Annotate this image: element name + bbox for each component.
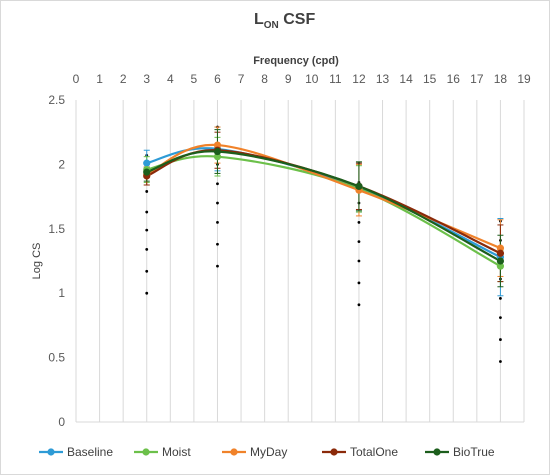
y-tick-label: 0.5 [48, 351, 65, 365]
dot-marker [145, 210, 149, 214]
x-tick-label: 6 [214, 72, 221, 86]
x-tick-label: 9 [285, 72, 292, 86]
dot-marker [499, 296, 502, 300]
x-axis-title: Frequency (cpd) [253, 55, 339, 67]
legend-label-totalone: TotalOne [350, 445, 398, 459]
x-tick-label: 14 [399, 72, 413, 86]
y-tick-labels: 0 0.5 1 1.5 2 2.5 [48, 93, 65, 429]
x-tick-label: 11 [329, 72, 342, 86]
dot-marker [216, 242, 219, 246]
dot-marker [145, 228, 149, 232]
series-points [143, 141, 505, 270]
data-point-biotrue [143, 168, 151, 176]
y-axis-title: Log CS [31, 243, 43, 280]
data-point-myday [496, 244, 505, 252]
grid [75, 100, 525, 423]
series-line-biotrue [146, 150, 501, 262]
dotted-markers [145, 125, 502, 363]
data-point-biotrue [355, 182, 363, 190]
dot-marker [357, 259, 361, 263]
x-tick-label: 3 [143, 72, 150, 86]
x-tick-label: 17 [470, 72, 484, 86]
legend: Baseline Moist MyDay TotalOne BioTrue [39, 445, 495, 459]
legend-marker-biotrue [433, 448, 441, 456]
dot-marker [499, 360, 502, 363]
data-point-baseline [143, 159, 151, 167]
x-tick-label: 5 [191, 72, 198, 86]
series-line-moist [146, 155, 501, 268]
dot-marker [499, 316, 502, 320]
y-tick-label: 1 [58, 286, 65, 300]
x-tick-label: 13 [376, 72, 390, 86]
dot-marker [145, 291, 149, 295]
x-tick-label: 0 [73, 72, 80, 86]
legend-marker-moist [142, 448, 150, 456]
y-tick-label: 2.5 [48, 93, 65, 107]
x-tick-label: 1 [96, 72, 103, 86]
y-tick-label: 2 [58, 157, 65, 171]
dot-marker [216, 182, 219, 186]
series-line-totalone [146, 149, 501, 255]
legend-label-baseline: Baseline [67, 445, 113, 459]
x-tick-labels: 0 1 2 3 4 5 6 7 8 9 10 11 12 13 14 15 16 17 18 19 [73, 72, 531, 86]
legend-marker-baseline [47, 448, 55, 456]
dot-marker [357, 303, 361, 307]
chart-title: LON CSF [254, 11, 315, 31]
legend-label-moist: Moist [162, 445, 191, 459]
series-lines [146, 143, 501, 268]
x-tick-label: 12 [352, 72, 366, 86]
x-tick-label: 8 [261, 72, 268, 86]
data-point-moist [496, 262, 505, 270]
dot-marker [357, 240, 361, 244]
legend-marker-myday [230, 448, 238, 456]
x-tick-label: 16 [447, 72, 461, 86]
dot-marker [216, 264, 219, 268]
x-tick-label: 19 [517, 72, 531, 86]
data-point-myday [213, 141, 222, 149]
legend-marker-totalone [330, 448, 338, 456]
dot-marker [145, 269, 149, 273]
dot-marker [357, 220, 361, 224]
data-point-biotrue [213, 147, 222, 156]
dot-marker [145, 190, 149, 193]
data-point-totalone [496, 249, 505, 257]
dot-marker [216, 220, 219, 224]
data-point-biotrue [496, 257, 505, 265]
dot-marker [357, 281, 361, 285]
x-tick-label: 18 [494, 72, 508, 86]
legend-label-biotrue: BioTrue [453, 445, 495, 459]
x-tick-label: 4 [167, 72, 174, 86]
x-tick-label: 10 [305, 72, 319, 86]
x-tick-label: 7 [238, 72, 245, 86]
y-tick-label: 0 [58, 415, 65, 429]
series-line-myday [146, 143, 501, 250]
x-tick-label: 2 [120, 72, 127, 86]
series-line-baseline [146, 147, 501, 259]
x-tick-label: 15 [423, 72, 437, 86]
dot-marker [216, 201, 219, 205]
legend-label-myday: MyDay [250, 445, 287, 459]
y-tick-label: 1.5 [48, 222, 65, 236]
dot-marker [145, 248, 149, 251]
data-point-moist [213, 153, 222, 161]
dot-marker [499, 338, 502, 341]
